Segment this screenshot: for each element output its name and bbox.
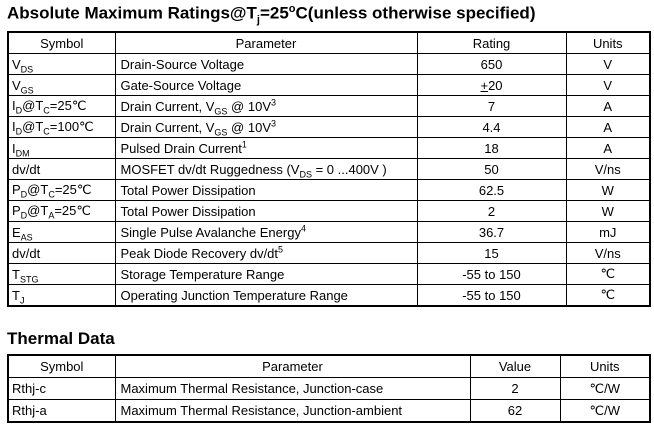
value-cell: 4.4: [416, 116, 567, 139]
value-cell: 2: [469, 377, 561, 401]
symbol-cell: ID@TC=100℃: [7, 116, 116, 139]
parameter-cell: Maximum Thermal Resistance, Junction-amb…: [114, 399, 471, 423]
column-header: Symbol: [7, 354, 116, 379]
value-cell: 650: [416, 53, 567, 76]
symbol-cell: PD@TC=25℃: [7, 179, 116, 202]
symbol-cell: Rthj-a: [7, 399, 116, 423]
units-cell: ℃: [565, 263, 651, 286]
value-cell: 18: [416, 137, 567, 160]
units-cell: V/ns: [565, 158, 651, 181]
units-cell: mJ: [565, 221, 651, 244]
table-body: Rthj-c Maximum Thermal Resistance, Juncti…: [7, 377, 651, 423]
symbol-cell: VGS: [7, 74, 116, 97]
column-header: Parameter: [114, 354, 471, 379]
table-body: VDS Drain-Source Voltage 650 V VGS Gate-Sourc…: [7, 53, 651, 307]
symbol-cell: dv/dt: [7, 158, 116, 181]
table-row: PD@TC=25℃ Total Power Dissipation 62.5 W: [7, 179, 651, 202]
value-cell: 7: [416, 95, 567, 118]
parameter-cell: Drain-Source Voltage: [114, 53, 418, 76]
value-cell: +20: [416, 74, 567, 97]
symbol-cell: dv/dt: [7, 242, 116, 265]
parameter-cell: Drain Current, VGS @ 10V3: [114, 116, 418, 139]
table-header: Symbol Parameter Value Units: [7, 354, 651, 379]
table-row: ID@TC=100℃ Drain Current, VGS @ 10V3 4.4 A: [7, 116, 651, 139]
parameter-cell: Total Power Dissipation: [114, 179, 418, 202]
absolute-maximum-ratings-table: Symbol Parameter Rating Units VDS Drain-Sour…: [7, 31, 651, 308]
symbol-cell: EAS: [7, 221, 116, 244]
table-row: VDS Drain-Source Voltage 650 V: [7, 53, 651, 76]
symbol-cell: TJ: [7, 284, 116, 307]
units-cell: A: [565, 116, 651, 139]
parameter-cell: Storage Temperature Range: [114, 263, 418, 286]
table-row: ID@TC=25℃ Drain Current, VGS @ 10V3 7 A: [7, 95, 651, 118]
column-header: Rating: [416, 31, 567, 55]
units-cell: A: [565, 95, 651, 118]
units-cell: W: [565, 179, 651, 202]
parameter-cell: Maximum Thermal Resistance, Junction-cas…: [114, 377, 471, 401]
value-cell: 15: [416, 242, 567, 265]
symbol-cell: Rthj-c: [7, 377, 116, 401]
parameter-cell: Gate-Source Voltage: [114, 74, 418, 97]
table-row: dv/dt Peak Diode Recovery dv/dt5 15 V/ns: [7, 242, 651, 265]
value-cell: -55 to 150: [416, 284, 567, 307]
absolute-maximum-ratings-title: Absolute Maximum Ratings@Tj=25oC(unless …: [7, 3, 536, 27]
symbol-cell: PD@TA=25℃: [7, 200, 116, 223]
symbol-cell: ID@TC=25℃: [7, 95, 116, 118]
table-row: TSTG Storage Temperature Range -55 to 150 ℃: [7, 263, 651, 286]
symbol-cell: TSTG: [7, 263, 116, 286]
table-row: IDM Pulsed Drain Current1 18 A: [7, 137, 651, 160]
column-header: Units: [565, 31, 651, 55]
column-header: Symbol: [7, 31, 116, 55]
table-row: VGS Gate-Source Voltage +20 V: [7, 74, 651, 97]
symbol-cell: VDS: [7, 53, 116, 76]
value-cell: 62: [469, 399, 561, 423]
header-row: Symbol Parameter Value Units: [7, 354, 651, 379]
table-header: Symbol Parameter Rating Units: [7, 31, 651, 55]
units-cell: ℃/W: [559, 377, 651, 401]
column-header: Value: [469, 354, 561, 379]
thermal-data-table: Symbol Parameter Value Units Rthj-c Maximum …: [7, 354, 651, 424]
value-cell: 2: [416, 200, 567, 223]
header-row: Symbol Parameter Rating Units: [7, 31, 651, 55]
table-row: PD@TA=25℃ Total Power Dissipation 2 W: [7, 200, 651, 223]
symbol-cell: IDM: [7, 137, 116, 160]
value-cell: 62.5: [416, 179, 567, 202]
value-cell: 50: [416, 158, 567, 181]
column-header: Parameter: [114, 31, 418, 55]
table-row: Rthj-a Maximum Thermal Resistance, Juncti…: [7, 399, 651, 423]
parameter-cell: Peak Diode Recovery dv/dt5: [114, 242, 418, 265]
parameter-cell: Total Power Dissipation: [114, 200, 418, 223]
units-cell: V: [565, 53, 651, 76]
table-row: EAS Single Pulse Avalanche Energy4 36.7 mJ: [7, 221, 651, 244]
parameter-cell: Drain Current, VGS @ 10V3: [114, 95, 418, 118]
table-row: TJ Operating Junction Temperature Range -5…: [7, 284, 651, 307]
table-row: dv/dt MOSFET dv/dt Ruggedness (VDS = 0 ..…: [7, 158, 651, 181]
parameter-cell: Single Pulse Avalanche Energy4: [114, 221, 418, 244]
units-cell: A: [565, 137, 651, 160]
units-cell: V: [565, 74, 651, 97]
table-row: Rthj-c Maximum Thermal Resistance, Juncti…: [7, 377, 651, 401]
units-cell: ℃: [565, 284, 651, 307]
units-cell: W: [565, 200, 651, 223]
units-cell: ℃/W: [559, 399, 651, 423]
value-cell: 36.7: [416, 221, 567, 244]
column-header: Units: [559, 354, 651, 379]
parameter-cell: MOSFET dv/dt Ruggedness (VDS = 0 ...400V…: [114, 158, 418, 181]
value-cell: -55 to 150: [416, 263, 567, 286]
units-cell: V/ns: [565, 242, 651, 265]
parameter-cell: Pulsed Drain Current1: [114, 137, 418, 160]
thermal-data-title: Thermal Data: [7, 329, 115, 349]
parameter-cell: Operating Junction Temperature Range: [114, 284, 418, 307]
